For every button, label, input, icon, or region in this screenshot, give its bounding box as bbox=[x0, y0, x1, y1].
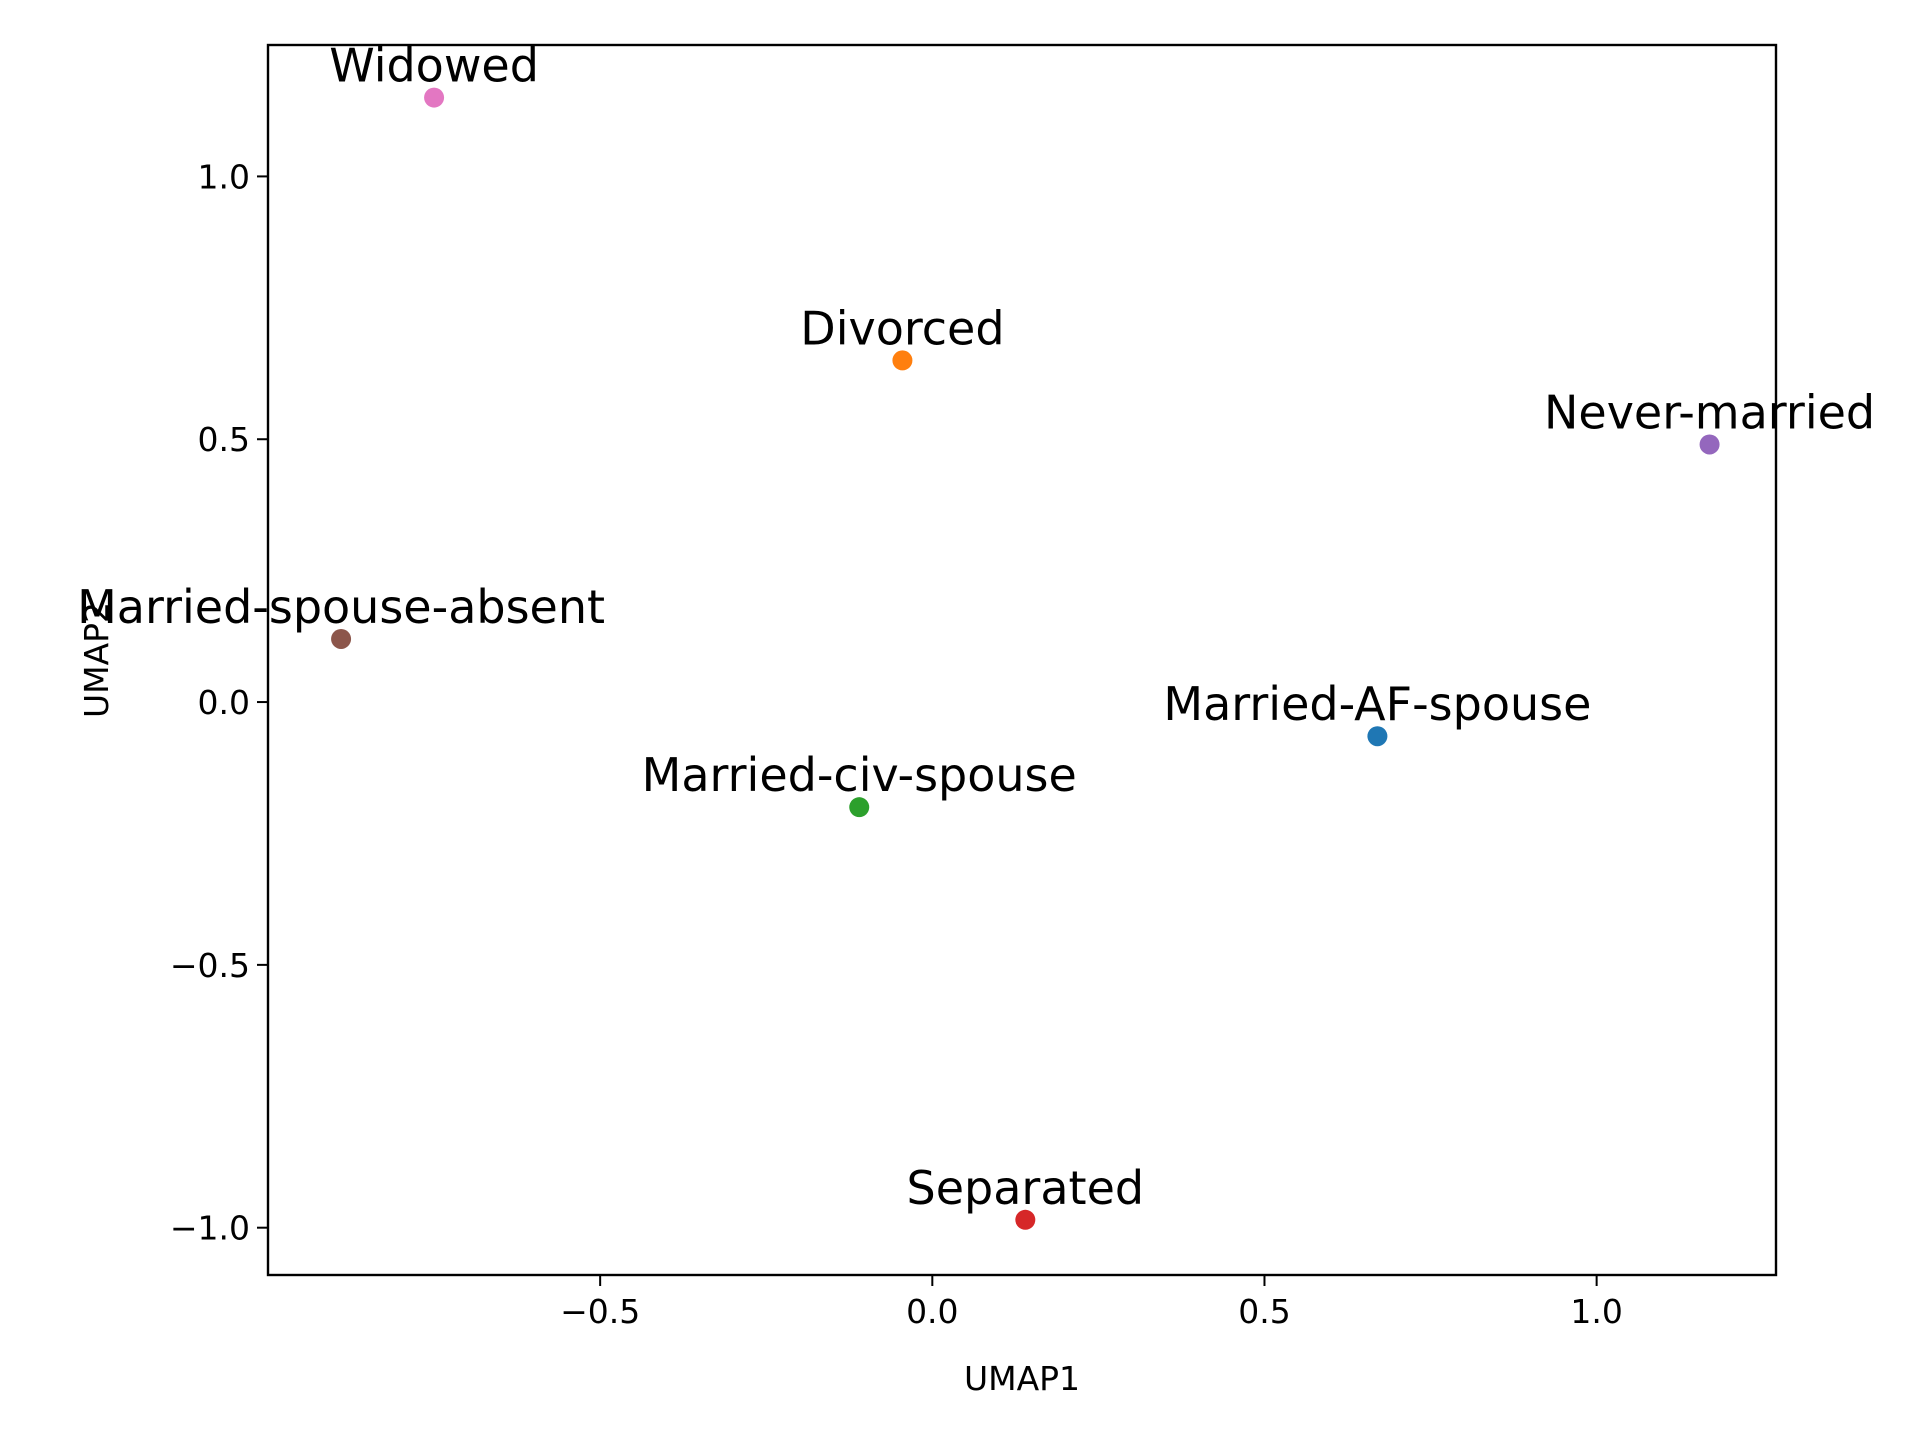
y-tick-label: 0.5 bbox=[198, 420, 250, 459]
point-label: Married-AF-spouse bbox=[1163, 677, 1591, 731]
point-label: Married-civ-spouse bbox=[642, 748, 1077, 802]
data-point bbox=[331, 628, 352, 649]
y-tick-label: −0.5 bbox=[170, 946, 250, 985]
x-axis-label: UMAP1 bbox=[964, 1359, 1080, 1398]
data-point bbox=[849, 797, 870, 818]
plot-frame bbox=[266, 43, 1778, 1277]
y-axis: −1.0 −0.5 0.0 0.5 1.0 bbox=[170, 157, 268, 1248]
y-axis-label: UMAP2 bbox=[77, 602, 116, 718]
y-tick-label: 0.0 bbox=[198, 683, 250, 722]
x-tick-label: 0.0 bbox=[906, 1292, 958, 1331]
x-tick-label: 1.0 bbox=[1570, 1292, 1622, 1331]
data-point bbox=[1699, 434, 1720, 455]
y-tick-label: −1.0 bbox=[170, 1209, 250, 1248]
point-label: Married-spouse-absent bbox=[77, 580, 605, 634]
x-tick-label: 0.5 bbox=[1238, 1292, 1290, 1331]
data-point bbox=[1367, 726, 1388, 747]
point-label: Divorced bbox=[800, 301, 1004, 355]
y-tick-label: 1.0 bbox=[198, 157, 250, 196]
data-point bbox=[1015, 1209, 1036, 1230]
point-label: Separated bbox=[907, 1161, 1145, 1215]
data-point bbox=[424, 87, 445, 108]
point-label: Widowed bbox=[329, 39, 539, 93]
scatter-points: Married-AF-spouse Divorced Married-civ-spo… bbox=[77, 39, 1875, 1230]
x-tick-label: −0.5 bbox=[560, 1292, 640, 1331]
x-axis: −0.5 0.0 0.5 1.0 bbox=[560, 1275, 1623, 1331]
point-label: Never-married bbox=[1544, 385, 1875, 439]
data-point bbox=[892, 350, 913, 371]
